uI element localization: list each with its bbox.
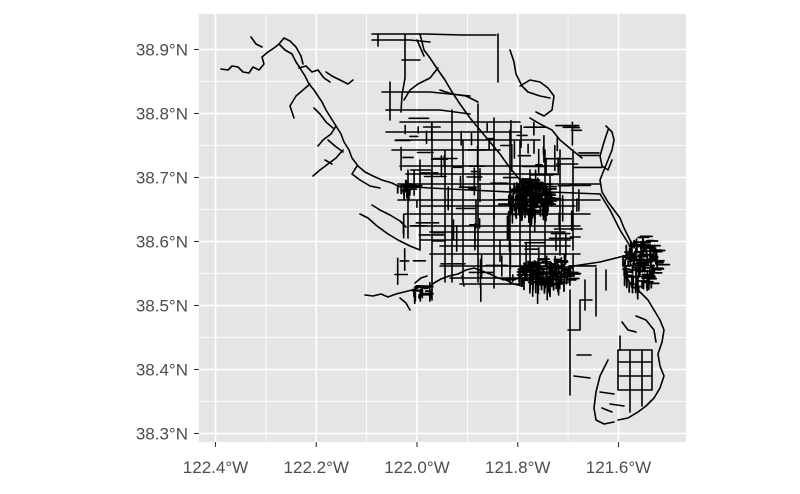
road-line <box>509 49 551 99</box>
road-line <box>567 299 593 331</box>
road-line <box>429 289 433 301</box>
road-line <box>599 129 613 171</box>
x-tick-label: 122.4°W <box>183 458 248 477</box>
road-line <box>385 109 471 115</box>
road-line <box>351 165 381 189</box>
road-line <box>599 391 615 395</box>
y-tick-label: 38.3°N <box>136 425 188 444</box>
road-line <box>403 67 439 101</box>
road-lines <box>220 33 671 425</box>
y-tick-label: 38.8°N <box>136 105 188 124</box>
road-line <box>371 204 407 228</box>
plot-panel <box>199 14 686 442</box>
road-line <box>312 149 344 177</box>
y-tick-label: 38.9°N <box>136 41 188 60</box>
road-line <box>381 91 471 97</box>
road-line <box>298 65 331 83</box>
road-line <box>371 39 431 43</box>
x-axis: 122.4°W 122.2°W 122.0°W 121.8°W 121.6°W <box>183 442 651 477</box>
x-tick-label: 121.8°W <box>485 458 550 477</box>
road-line <box>599 193 631 247</box>
minor-gridlines <box>199 14 686 442</box>
y-tick-label: 38.4°N <box>136 361 188 380</box>
road-line <box>327 139 344 153</box>
road-line <box>397 185 601 195</box>
road-line <box>635 315 657 343</box>
road-line <box>609 403 625 407</box>
y-tick-label: 38.6°N <box>136 233 188 252</box>
road-line <box>371 33 497 36</box>
y-axis: 38.3°N 38.4°N 38.5°N 38.6°N 38.7°N 38.8°N 38.9… <box>136 41 199 444</box>
x-tick-label: 121.6°W <box>586 458 651 477</box>
x-tick-label: 122.2°W <box>284 458 349 477</box>
road-line <box>313 107 334 129</box>
road-line <box>599 125 665 421</box>
road-line <box>359 213 421 251</box>
road-line <box>325 71 354 85</box>
road-line <box>519 79 555 117</box>
road-line <box>220 43 399 187</box>
road-line <box>416 39 425 57</box>
road-line <box>317 125 337 147</box>
y-tick-label: 38.7°N <box>136 169 188 188</box>
road-line <box>400 33 406 113</box>
road-line <box>519 251 641 271</box>
road-line <box>461 275 465 287</box>
road-line <box>324 159 333 165</box>
x-tick-label: 122.0°W <box>384 458 449 477</box>
road-line <box>289 83 311 119</box>
road-line <box>250 36 263 48</box>
road-line <box>621 321 637 333</box>
road-line <box>601 407 613 413</box>
road-line <box>399 297 411 311</box>
road-line <box>364 267 523 298</box>
road-line <box>573 375 591 379</box>
road-line <box>278 37 304 65</box>
y-tick-label: 38.5°N <box>136 297 188 316</box>
road-line <box>593 359 615 425</box>
major-gridlines <box>199 14 686 442</box>
road-line <box>414 275 428 284</box>
